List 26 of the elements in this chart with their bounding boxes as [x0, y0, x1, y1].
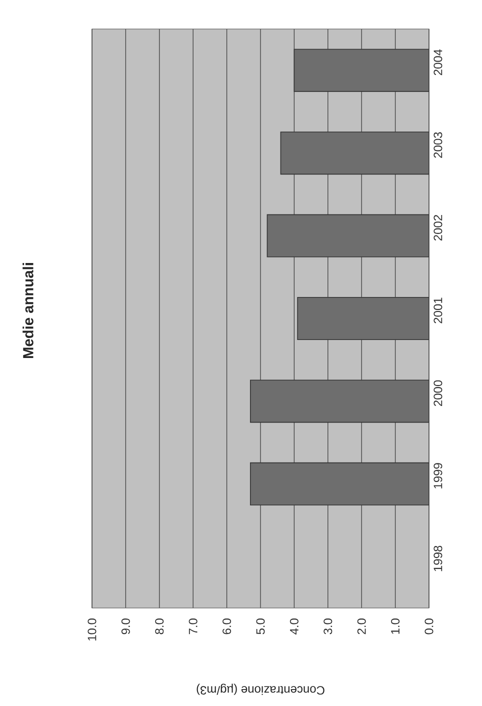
bar	[250, 380, 429, 423]
x-tick-label: 2.0	[357, 618, 366, 634]
x-tick-label: 10.0	[88, 618, 96, 640]
x-tick-label: 3.0	[324, 618, 332, 634]
x-tick-label: 4.0	[290, 618, 298, 634]
bar	[280, 132, 429, 175]
bar	[250, 462, 429, 506]
x-tick-label: 9.0	[121, 618, 130, 634]
x-tick-label: 7.0	[188, 618, 198, 634]
x-tick-label: 6.0	[222, 618, 232, 634]
x-tick-label: 1.0	[391, 618, 400, 634]
y-tick-label: 1999	[434, 463, 442, 488]
x-tick-label: 0.0	[424, 618, 434, 634]
y-tick-label: 2004	[434, 49, 442, 76]
x-tick-label: 8.0	[155, 618, 164, 634]
text: Medie annuali	[22, 263, 34, 358]
y-tick-label: 1998	[434, 546, 442, 572]
y-tick-label: 2003	[434, 132, 442, 158]
y-tick-label: 2000	[434, 380, 442, 406]
x-axis-title: Concentrazione (µg/m3)	[196, 684, 324, 695]
x-tick-label: 5.0	[256, 618, 265, 634]
y-tick-label: 2001	[434, 298, 442, 324]
bar	[297, 297, 429, 340]
bar	[266, 214, 429, 258]
y-tick-label: 2002	[434, 215, 442, 241]
bar	[294, 48, 429, 92]
